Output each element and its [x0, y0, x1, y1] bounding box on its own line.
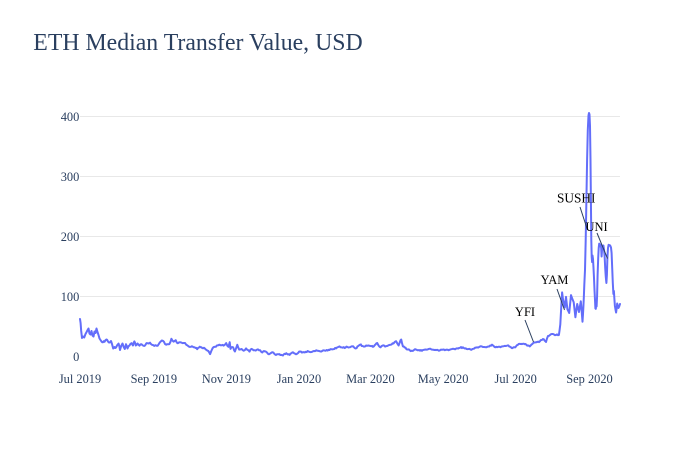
svg-text:Jul 2020: Jul 2020	[495, 372, 537, 386]
svg-text:UNI: UNI	[585, 220, 607, 234]
svg-text:YAM: YAM	[541, 273, 569, 287]
svg-text:Nov 2019: Nov 2019	[202, 372, 251, 386]
svg-text:Jan 2020: Jan 2020	[277, 372, 321, 386]
svg-text:100: 100	[61, 290, 80, 304]
svg-text:400: 400	[61, 110, 80, 124]
svg-text:0: 0	[73, 350, 79, 364]
svg-text:Mar 2020: Mar 2020	[346, 372, 395, 386]
svg-text:Sep 2020: Sep 2020	[566, 372, 612, 386]
svg-text:May 2020: May 2020	[418, 372, 469, 386]
svg-text:Jul 2019: Jul 2019	[59, 372, 101, 386]
svg-text:ETH Median Transfer Value, USD: ETH Median Transfer Value, USD	[33, 30, 362, 56]
svg-text:YFI: YFI	[515, 305, 535, 319]
svg-text:Sep 2019: Sep 2019	[131, 372, 177, 386]
svg-text:300: 300	[61, 170, 80, 184]
svg-text:200: 200	[61, 230, 80, 244]
svg-text:SUSHI: SUSHI	[557, 191, 595, 206]
